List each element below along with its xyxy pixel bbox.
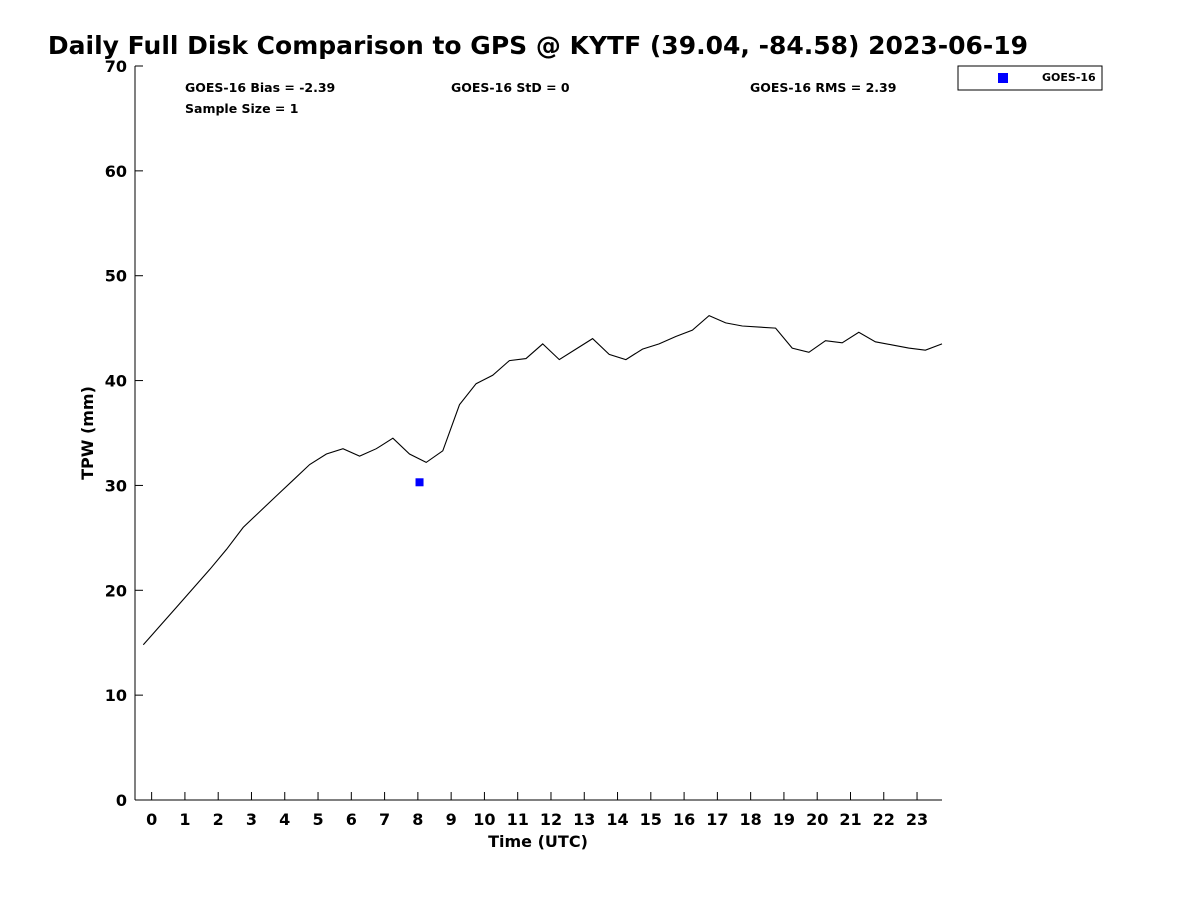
x-tick-label: 11 xyxy=(507,810,529,829)
x-tick-label: 2 xyxy=(213,810,224,829)
y-axis-ticks: 0 10 20 30 40 50 60 70 xyxy=(105,57,143,810)
x-tick-label: 5 xyxy=(312,810,323,829)
x-tick-label: 16 xyxy=(673,810,695,829)
sample-size-annotation: Sample Size = 1 xyxy=(185,101,298,116)
x-tick-label: 13 xyxy=(573,810,595,829)
x-axis-ticks: 0 1 2 3 4 5 6 7 8 9 10 11 12 13 14 15 16 17 18 19 20 21 22 23 xyxy=(146,792,928,829)
x-tick-label: 1 xyxy=(179,810,190,829)
x-tick-label: 23 xyxy=(906,810,928,829)
y-tick-label: 40 xyxy=(105,372,127,391)
x-tick-label: 3 xyxy=(246,810,257,829)
x-axis-label: Time (UTC) xyxy=(488,832,588,851)
legend-box xyxy=(957,65,1103,91)
tpw-gps-line xyxy=(142,314,943,646)
x-tick-label: 12 xyxy=(540,810,562,829)
x-tick-label: 19 xyxy=(773,810,795,829)
legend-label-goes16: GOES-16 xyxy=(1042,71,1096,84)
x-tick-label: 21 xyxy=(839,810,861,829)
rms-annotation: GOES-16 RMS = 2.39 xyxy=(750,80,896,95)
y-tick-label: 0 xyxy=(116,791,127,810)
bias-annotation: GOES-16 Bias = -2.39 xyxy=(185,80,335,95)
y-tick-label: 30 xyxy=(105,476,127,495)
chart-title: Daily Full Disk Comparison to GPS @ KYTF… xyxy=(48,31,1028,60)
x-tick-label: 9 xyxy=(446,810,457,829)
y-axis-label: TPW (mm) xyxy=(78,386,97,480)
x-tick-label: 7 xyxy=(379,810,390,829)
series-layer xyxy=(142,314,943,646)
y-tick-label: 70 xyxy=(105,57,127,76)
x-tick-label: 6 xyxy=(346,810,357,829)
x-tick-label: 14 xyxy=(606,810,628,829)
x-tick-label: 20 xyxy=(806,810,828,829)
x-tick-label: 15 xyxy=(640,810,662,829)
x-tick-label: 8 xyxy=(412,810,423,829)
x-tick-label: 18 xyxy=(740,810,762,829)
legend-swatch-goes16 xyxy=(998,73,1008,83)
plot-frame xyxy=(134,66,942,801)
y-tick-label: 10 xyxy=(105,686,127,705)
y-tick-label: 20 xyxy=(105,581,127,600)
x-tick-label: 4 xyxy=(279,810,290,829)
legend: GOES-16 xyxy=(957,65,1103,91)
goes16-point xyxy=(415,478,424,487)
y-tick-label: 60 xyxy=(105,162,127,181)
x-tick-label: 22 xyxy=(873,810,895,829)
std-annotation: GOES-16 StD = 0 xyxy=(451,80,570,95)
x-tick-label: 17 xyxy=(706,810,728,829)
x-tick-label: 0 xyxy=(146,810,157,829)
x-tick-label: 10 xyxy=(473,810,495,829)
y-tick-label: 50 xyxy=(105,267,127,286)
